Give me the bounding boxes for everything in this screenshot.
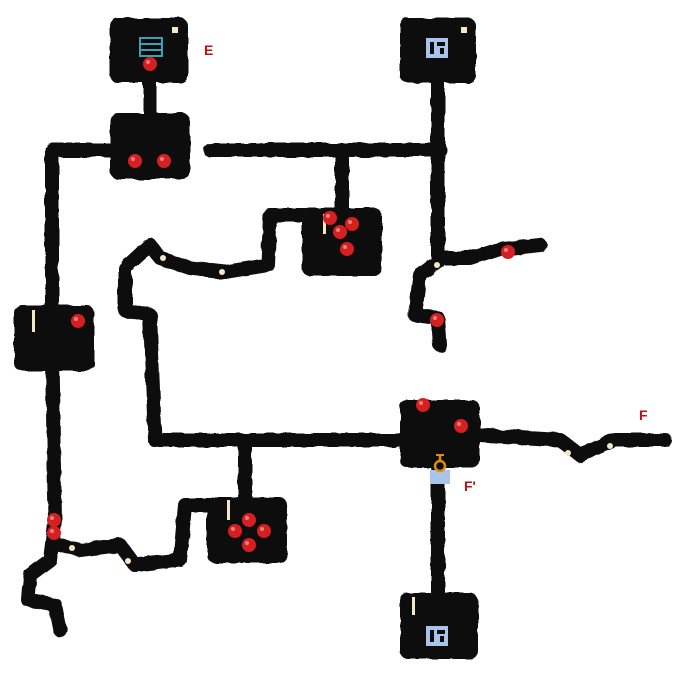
node[interactable] xyxy=(47,526,61,540)
door-icon xyxy=(426,38,448,58)
key-icon[interactable] xyxy=(430,454,450,484)
node[interactable] xyxy=(416,398,430,412)
path-marker xyxy=(160,255,166,261)
room-corner-tag xyxy=(172,27,178,33)
node[interactable] xyxy=(47,513,61,527)
path-markers xyxy=(69,255,613,564)
corridor-left-down xyxy=(21,353,67,637)
path-marker xyxy=(434,262,440,268)
room-right-hub[interactable] xyxy=(400,400,480,468)
room-icons xyxy=(32,27,467,646)
entry-marker xyxy=(412,597,415,615)
path-marker xyxy=(219,269,225,275)
entry-marker xyxy=(32,310,35,332)
node[interactable] xyxy=(257,524,271,538)
corridors xyxy=(21,63,672,637)
path-marker xyxy=(607,443,613,449)
node[interactable] xyxy=(242,513,256,527)
node[interactable] xyxy=(71,314,85,328)
corridor-left-vertical xyxy=(45,143,127,327)
path-marker xyxy=(565,450,571,456)
room-corner-tag xyxy=(461,27,467,33)
corridor-right-drop xyxy=(408,255,447,352)
node[interactable] xyxy=(242,538,256,552)
label-f-prime: F' xyxy=(464,478,476,494)
label-e: E xyxy=(204,42,213,58)
node[interactable] xyxy=(501,245,515,259)
chest-icon xyxy=(139,37,163,57)
node[interactable] xyxy=(345,217,359,231)
room-center-top[interactable] xyxy=(302,208,382,276)
node[interactable] xyxy=(228,524,242,538)
rooms xyxy=(14,18,480,659)
entry-marker xyxy=(323,214,326,234)
corridor-right-horizontal xyxy=(473,428,672,462)
node[interactable] xyxy=(430,313,444,327)
node[interactable] xyxy=(454,419,468,433)
node[interactable] xyxy=(143,57,157,71)
nodes xyxy=(47,57,515,552)
node[interactable] xyxy=(323,211,337,225)
node[interactable] xyxy=(128,154,142,168)
corridor-right-branch xyxy=(431,238,547,265)
path-marker xyxy=(125,558,131,564)
node[interactable] xyxy=(340,242,354,256)
node[interactable] xyxy=(333,225,347,239)
room-bottom-center[interactable] xyxy=(207,497,287,563)
node[interactable] xyxy=(157,154,171,168)
entry-marker xyxy=(227,500,230,520)
corridor-wiggle-top xyxy=(118,238,232,447)
corridor-center-branch xyxy=(218,208,312,279)
room-upper-left-hub[interactable] xyxy=(110,113,190,179)
room-left[interactable] xyxy=(14,305,94,371)
door-icon xyxy=(426,626,448,646)
corridor-bottom-left-wiggle xyxy=(53,498,222,572)
label-f: F xyxy=(639,407,648,423)
path-marker xyxy=(69,545,75,551)
